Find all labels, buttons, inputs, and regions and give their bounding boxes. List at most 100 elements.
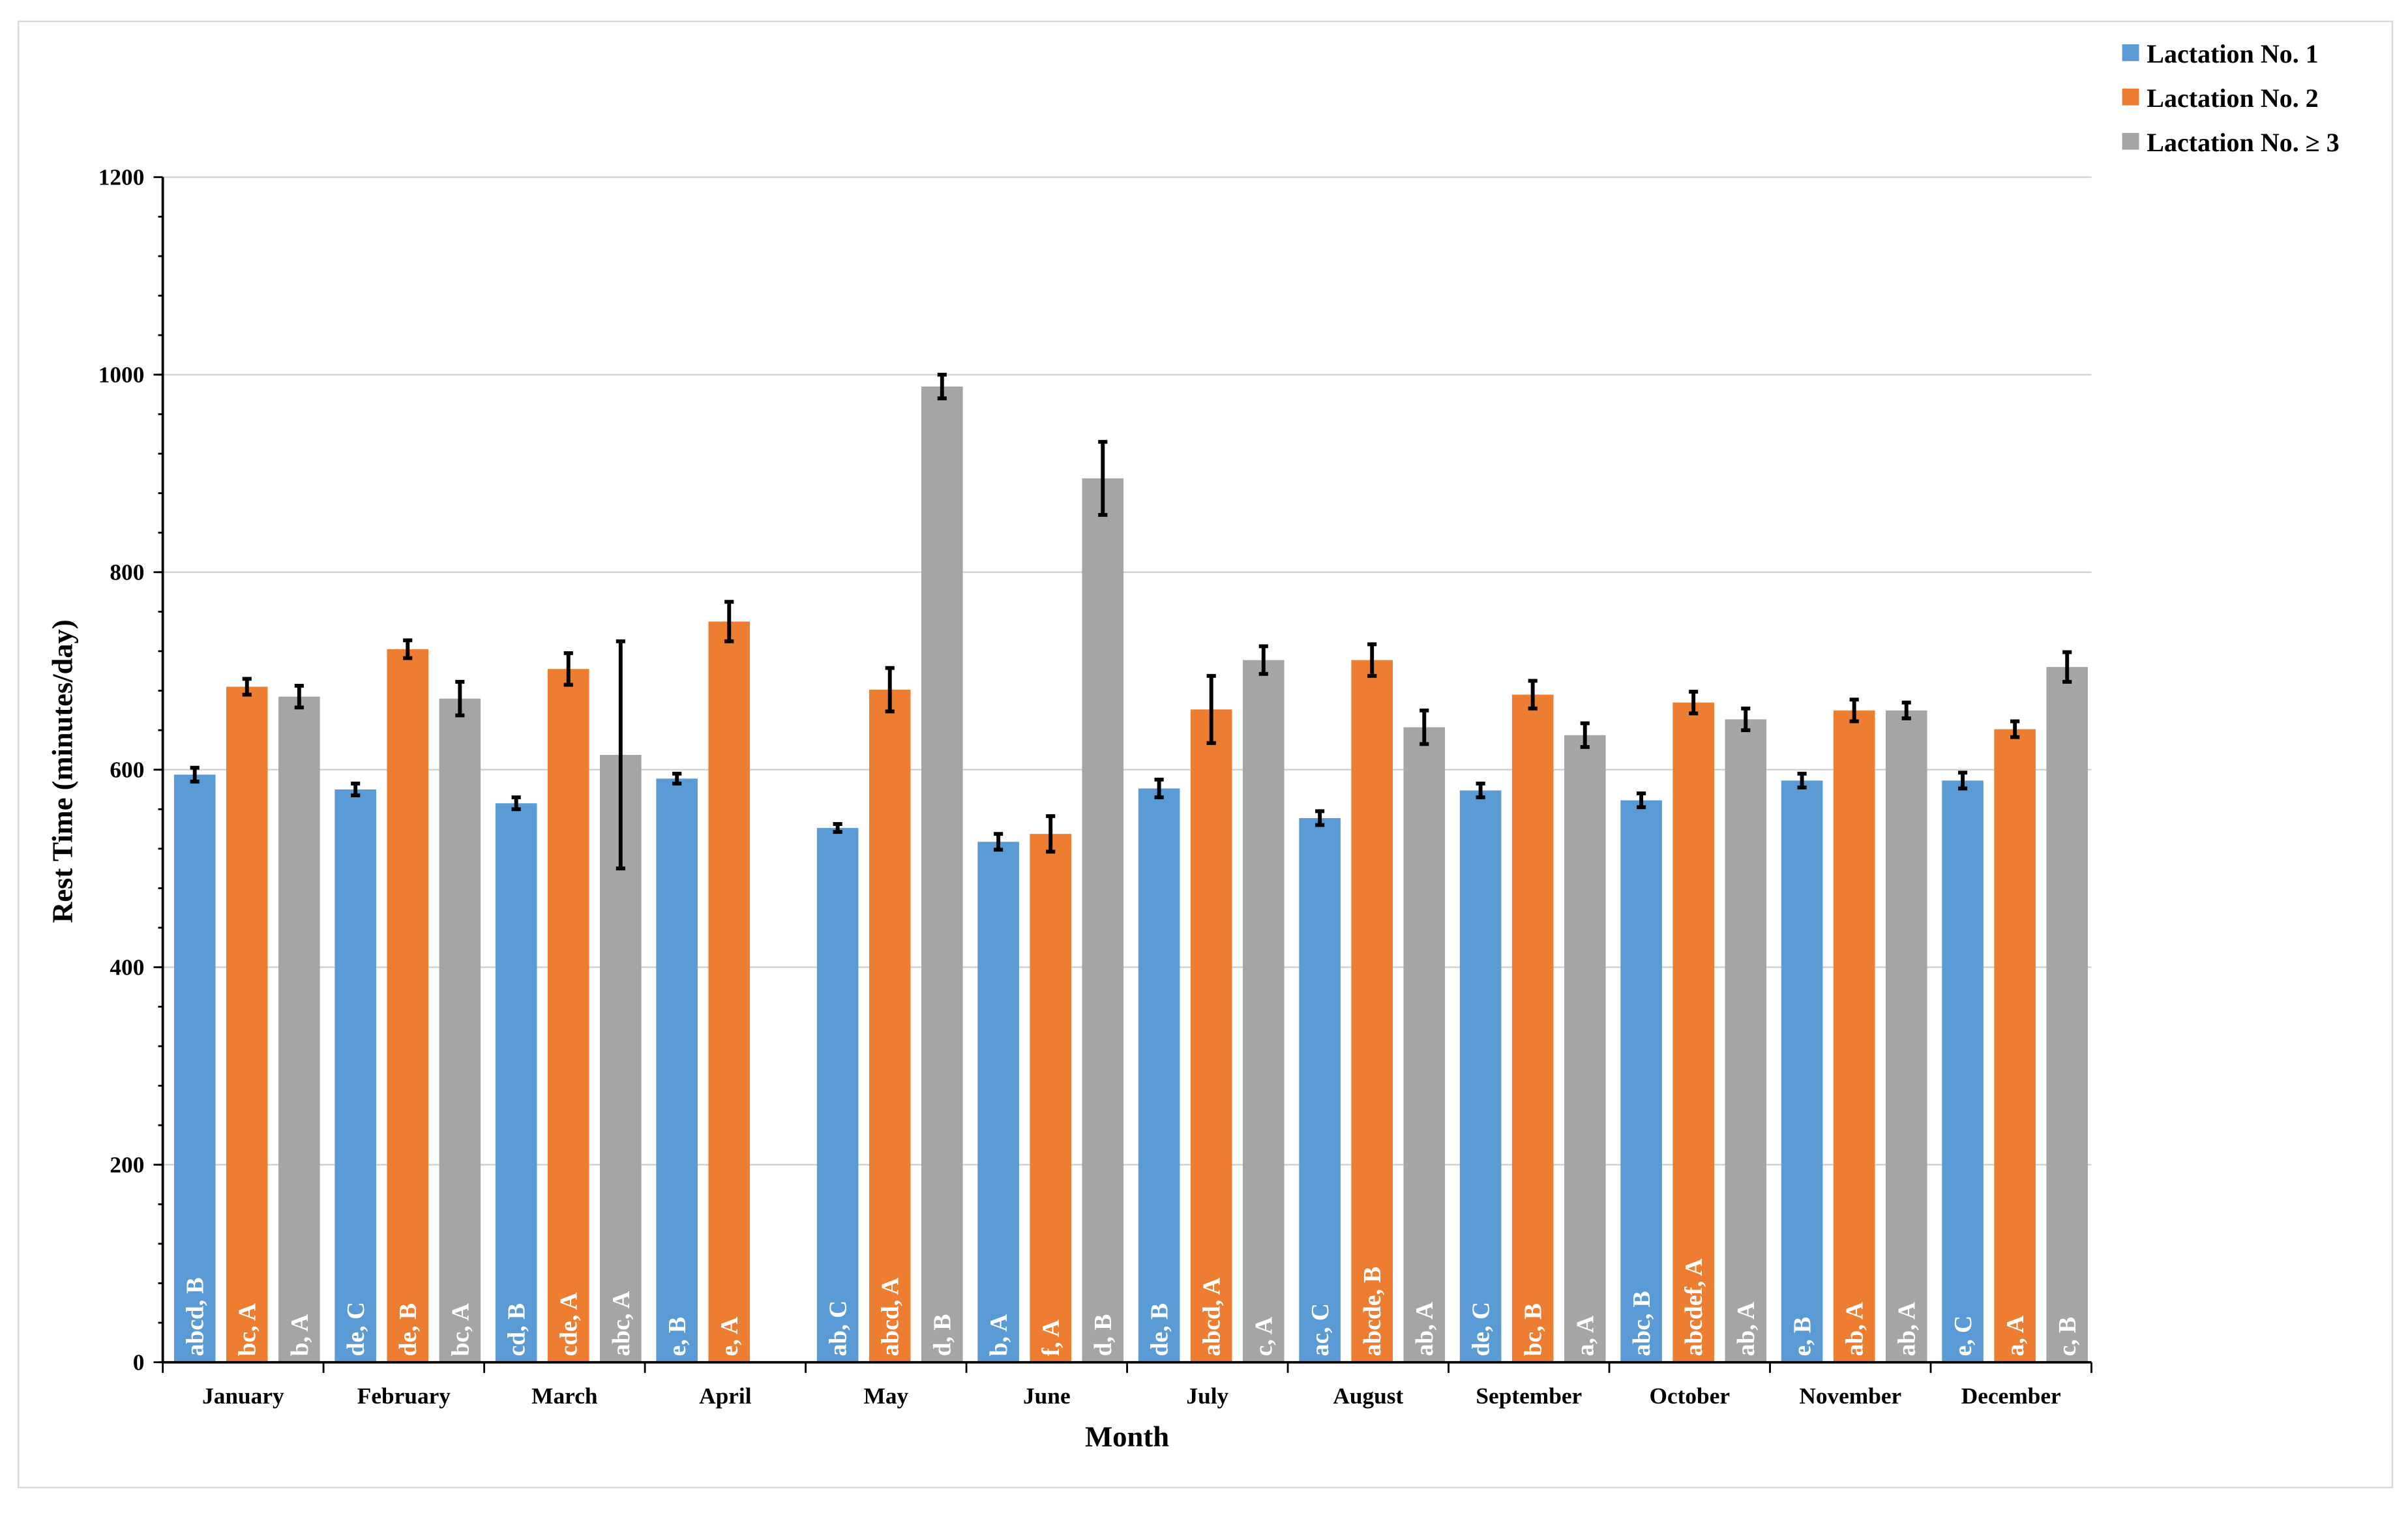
bar <box>1190 709 1232 1362</box>
gridlines <box>162 176 2092 1166</box>
bar-significance-label: abcd, A <box>1199 1278 1226 1357</box>
bar-significance-label: f, A <box>1038 1319 1065 1356</box>
bar-significance-label: bc, A <box>235 1303 261 1356</box>
bar <box>1082 478 1124 1362</box>
bar <box>1351 660 1393 1362</box>
chart-frame <box>18 20 2394 1488</box>
bar-significance-label: ab, C <box>825 1301 852 1356</box>
x-tick-label: December <box>1961 1383 2061 1409</box>
y-tick-label: 1200 <box>98 165 145 190</box>
bar <box>1833 710 1875 1362</box>
x-tick-label: March <box>531 1383 598 1409</box>
bar-significance-label: de, B <box>395 1303 422 1356</box>
bar <box>1942 780 1984 1362</box>
bar <box>977 842 1019 1362</box>
y-tick-label: 0 <box>133 1349 145 1375</box>
x-tick-label: August <box>1333 1383 1403 1409</box>
bar-significance-label: de, C <box>1468 1302 1494 1356</box>
y-tick-label: 1000 <box>98 362 145 388</box>
x-tick-label: October <box>1650 1383 1731 1409</box>
bar <box>278 696 320 1362</box>
bar-significance-label: a, A <box>2002 1316 2029 1356</box>
bar-significance-label: abc, B <box>1629 1291 1656 1356</box>
x-tick-label: February <box>357 1383 451 1409</box>
error-bars <box>190 372 2072 871</box>
bar <box>1994 729 2036 1362</box>
bar <box>334 789 376 1362</box>
legend-swatch <box>2122 132 2139 150</box>
bar-significance-label: c, B <box>2055 1317 2081 1356</box>
bar <box>495 803 537 1362</box>
bar-significance-label: e, C <box>1950 1316 1977 1356</box>
bar <box>816 828 859 1362</box>
bar-significance-label: abcd, A <box>878 1278 904 1357</box>
bar <box>387 649 429 1362</box>
x-tick-label: November <box>1799 1383 1901 1409</box>
bar-significance-label: e, A <box>717 1317 743 1356</box>
bar <box>226 686 268 1362</box>
bar-significance-label: d, B <box>930 1314 957 1357</box>
bar <box>173 774 216 1362</box>
bar <box>1885 710 1927 1362</box>
x-tick-label: April <box>699 1383 752 1409</box>
y-axis-title: Rest Time (minutes/day) <box>46 619 79 923</box>
y-tick-label: 200 <box>110 1152 144 1177</box>
bar <box>439 698 481 1362</box>
legend-entry: Lactation No. ≥ 3 <box>2147 128 2339 157</box>
bars <box>173 386 2088 1362</box>
y-tick-label: 600 <box>110 758 144 783</box>
bar-labels: abcd, B de, C cd, B e, B ab, C b, A de, B ac, C… <box>183 1258 2082 1356</box>
bar-significance-label: de, B <box>1147 1303 1174 1356</box>
bar <box>1620 800 1662 1362</box>
bar <box>1403 727 1446 1362</box>
x-axis-title: Month <box>1085 1420 1169 1453</box>
x-tick-label: May <box>864 1383 909 1409</box>
bar-significance-label: cd, B <box>504 1303 531 1356</box>
bar-significance-label: e, B <box>664 1317 691 1356</box>
axes: 0 200 400 600 800 1000 1200 January February Marc… <box>98 165 2092 1409</box>
bar <box>1299 817 1341 1362</box>
bar <box>1138 788 1180 1362</box>
bar-significance-label: abcde, B <box>1360 1267 1386 1356</box>
bar <box>869 690 911 1362</box>
bar <box>921 386 963 1362</box>
bar-significance-label: abc, A <box>608 1291 635 1356</box>
bar-significance-label: b, A <box>287 1314 314 1357</box>
legend-entry: Lactation No. 2 <box>2147 83 2318 113</box>
bar-significance-label: abcd, B <box>183 1278 209 1357</box>
bar-significance-label: e, B <box>1789 1317 1816 1356</box>
y-tick-label: 400 <box>110 955 144 980</box>
y-tick-label: 800 <box>110 560 144 585</box>
bar <box>1030 834 1072 1362</box>
bar-significance-label: bc, A <box>447 1303 474 1356</box>
bar-significance-label: de, C <box>343 1302 370 1356</box>
bar <box>1781 780 1823 1362</box>
bar-significance-label: ab, A <box>1733 1302 1760 1356</box>
bar <box>547 669 589 1362</box>
x-tick-label: January <box>202 1383 284 1409</box>
bar <box>1242 660 1285 1362</box>
bar-significance-label: abcdef, A <box>1681 1258 1708 1356</box>
bar-significance-label: bc, B <box>1521 1303 1547 1356</box>
x-tick-label: July <box>1186 1383 1228 1409</box>
bar <box>1564 735 1606 1362</box>
bar-significance-label: ac, C <box>1307 1303 1334 1356</box>
bar <box>708 621 751 1362</box>
bar-significance-label: ab, A <box>1842 1302 1869 1356</box>
legend-swatch <box>2122 44 2139 61</box>
bar-significance-label: b, A <box>986 1314 1013 1357</box>
bar-significance-label: ab, A <box>1412 1302 1438 1356</box>
legend: Lactation No. 1 Lactation No. 2 Lactation … <box>2122 39 2340 157</box>
bar-significance-label: c, A <box>1251 1317 1278 1356</box>
legend-swatch <box>2122 88 2139 106</box>
bar-significance-label: ab, A <box>1894 1302 1921 1356</box>
bar-significance-label: cde, A <box>556 1292 583 1356</box>
bar-significance-label: a, A <box>1573 1316 1599 1356</box>
bar <box>656 778 698 1362</box>
bar <box>1511 694 1554 1362</box>
x-tick-label: September <box>1476 1383 1582 1409</box>
bar-significance-label: d, B <box>1090 1314 1117 1357</box>
x-tick-label: June <box>1023 1383 1071 1409</box>
